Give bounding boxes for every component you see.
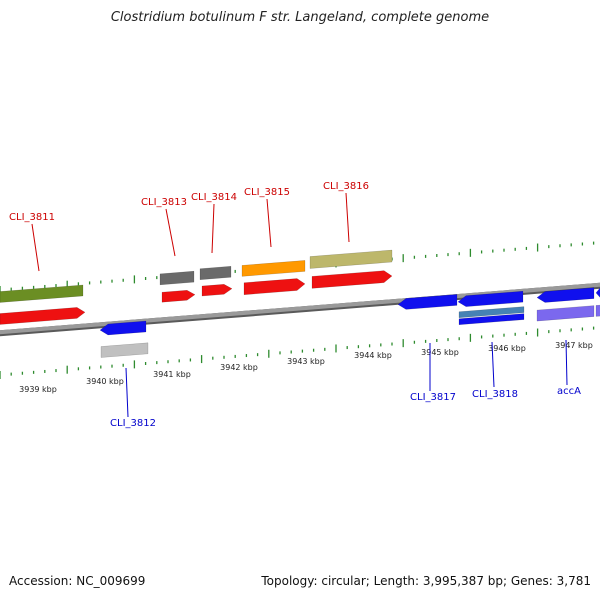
gene-label-forward: CLI_3814 (191, 192, 237, 203)
map-title: Clostridium botulinum F str. Langeland, … (110, 10, 490, 25)
gene-arrow-red (311, 270, 393, 289)
lower-tick-track (0, 326, 595, 379)
gene-label-reverse: CLI_3818 (472, 389, 518, 400)
feature-track (0, 249, 600, 358)
gene-arrow-red (243, 278, 306, 295)
gene-leader-line (565, 339, 568, 386)
tick-label: 3942 kbp (220, 363, 258, 372)
gene-label-forward: CLI_3816 (323, 181, 369, 192)
gene-leader-line (211, 203, 215, 254)
gene-label-forward: CLI_3815 (244, 187, 290, 198)
gene-label-forward: CLI_3811 (9, 212, 55, 223)
gene-bar-blue (458, 313, 525, 326)
gene-bar-orange (241, 260, 306, 277)
accession-text: Accession: NC_009699 (9, 574, 146, 588)
tick-label: 3940 kbp (86, 377, 124, 386)
gene-bar-olive (0, 284, 84, 303)
tick-label: 3939 kbp (19, 385, 57, 394)
gene-arrow-blue (536, 287, 595, 303)
gene-arrow-red (0, 307, 86, 325)
gene-arrow-red (161, 289, 196, 303)
genome-backbone (0, 282, 600, 335)
gene-bar-slateblue (595, 304, 600, 317)
gene-bar-silver (100, 342, 149, 358)
gene-label-forward: CLI_3813 (141, 197, 187, 208)
tick-label: 3945 kbp (421, 348, 459, 357)
gene-leader-line (125, 367, 129, 418)
scale-labels: 3939 kbp 3940 kbp 3941 kbp 3942 kbp 3943 kbp… (19, 341, 593, 394)
tick-label: 3941 kbp (153, 370, 191, 379)
gene-leader-line (266, 198, 272, 248)
gene-labels: CLI_3811 CLI_3813 CLI_3814 CLI_3815 CLI_3816… (9, 181, 581, 429)
gene-bar-steelblue (458, 306, 525, 319)
tick-label: 3944 kbp (354, 351, 392, 360)
gene-arrow-red (201, 284, 233, 297)
gene-leader-line (31, 223, 40, 272)
gene-arrow-blue (99, 320, 147, 336)
gene-bar-gray (199, 265, 232, 280)
tick-label: 3943 kbp (287, 357, 325, 366)
gene-bar-khaki (309, 249, 393, 269)
tick-label: 3946 kbp (488, 344, 526, 353)
gene-label-reverse: CLI_3817 (410, 392, 456, 403)
tick-label: 3947 kbp (555, 341, 593, 350)
gene-leader-line (345, 192, 350, 243)
genome-summary-text: Topology: circular; Length: 3,995,387 bp… (261, 574, 591, 588)
gene-arrow-blue (397, 294, 458, 310)
gene-leader-line (491, 341, 495, 388)
gene-arrow-blue (457, 290, 524, 307)
gene-label-reverse: accA (557, 386, 581, 397)
gene-leader-line (165, 208, 176, 257)
gene-bar-slateblue (536, 305, 595, 322)
gene-bar-gray (159, 270, 195, 286)
gene-label-reverse: CLI_3812 (110, 418, 156, 429)
